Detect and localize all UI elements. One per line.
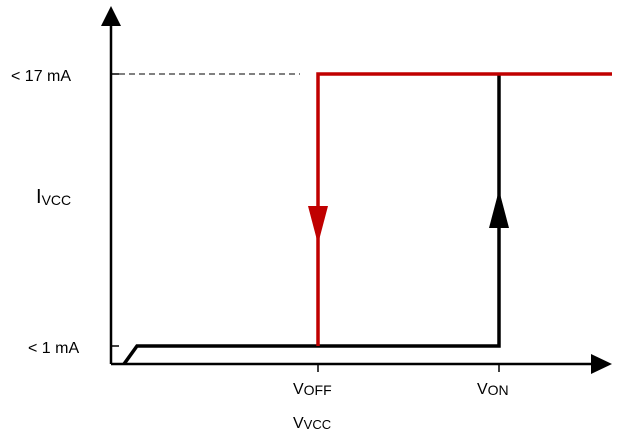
voff-label: VOFF: [293, 381, 332, 398]
voff-label-main: V: [293, 381, 304, 398]
y-axis-label: IVCC: [36, 186, 71, 208]
y-axis-label-sub: VCC: [42, 192, 72, 208]
von-label-main: V: [477, 381, 488, 398]
rising-path-arrow: [489, 190, 509, 228]
x-axis-label-sub: VCC: [304, 417, 331, 432]
y-axis-label-main: I: [36, 186, 42, 208]
y-axis-arrowhead: [101, 6, 121, 26]
falling-path: [308, 72, 612, 346]
x-axis-arrowhead: [591, 354, 612, 374]
falling-path-arrow: [308, 206, 328, 244]
axes: [101, 6, 612, 374]
falling-path-line: [316, 72, 612, 346]
level-label-high: < 17 mA: [11, 68, 71, 85]
x-axis-label-main: V: [293, 415, 304, 432]
von-label-sub: ON: [488, 382, 509, 398]
voff-label-sub: OFF: [304, 382, 332, 398]
level-label-low: < 1 mA: [28, 340, 79, 357]
tick-marks: [111, 73, 500, 372]
x-axis-label: VVCC: [293, 415, 331, 432]
von-label: VON: [477, 381, 509, 398]
